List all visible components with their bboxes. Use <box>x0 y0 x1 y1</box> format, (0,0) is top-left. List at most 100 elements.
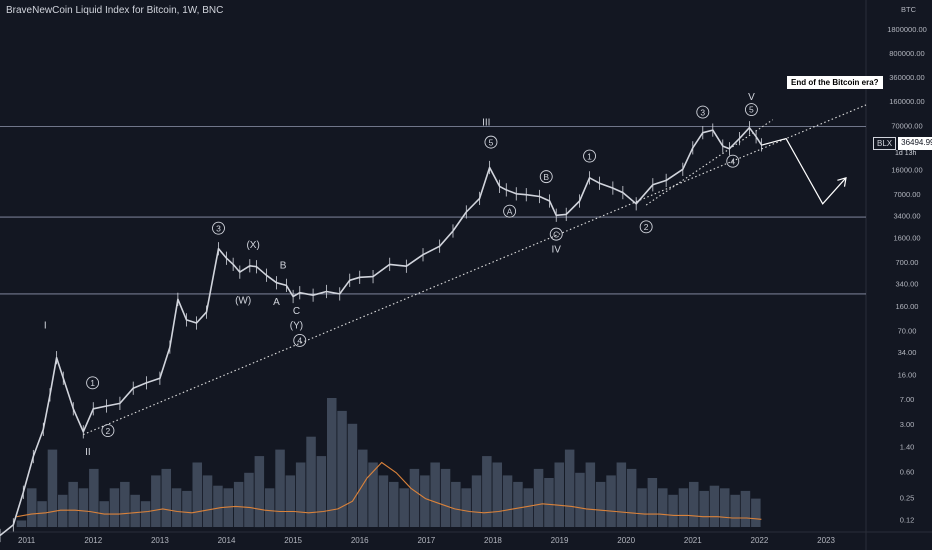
volume-bar <box>626 468 637 527</box>
projection-path <box>761 137 847 205</box>
volume-bar <box>637 488 647 527</box>
volume-bar <box>451 481 461 527</box>
volume-bar <box>295 462 306 527</box>
volume-bar <box>575 472 585 527</box>
x-tick-label: 2015 <box>284 536 302 545</box>
y-tick-label: 34.00 <box>898 348 917 357</box>
y-tick-label: 1.40 <box>900 443 915 452</box>
volume-bar <box>658 488 668 527</box>
y-tick-label: 700.00 <box>896 258 919 267</box>
volume-bar <box>554 462 564 527</box>
wave-label: IV <box>552 245 562 256</box>
volume-bar <box>647 478 658 527</box>
price-series-line <box>0 126 763 537</box>
volume-bar <box>668 494 678 528</box>
wave-label: 3 <box>700 107 705 117</box>
volume-bar <box>306 436 316 527</box>
y-tick-label: 70.00 <box>898 326 917 335</box>
volume-bar <box>482 456 492 528</box>
last-price-label: BLX 36494.99 <box>873 137 932 150</box>
wave-label: 4 <box>297 336 302 346</box>
y-tick-label: 0.12 <box>900 515 915 524</box>
wave-label: 3 <box>216 223 221 233</box>
x-tick-label: 2011 <box>18 536 36 545</box>
volume-bar <box>130 494 140 528</box>
wave-label: C <box>553 229 559 239</box>
volume-bar <box>358 449 368 527</box>
volume-bar <box>213 485 223 527</box>
volume-bar <box>564 449 575 527</box>
wave-label: 2 <box>644 222 649 232</box>
volume-bar <box>751 498 761 527</box>
volume-bar <box>409 468 420 527</box>
wave-label: 1 <box>90 378 95 388</box>
y-tick-label: 1600.00 <box>893 234 920 243</box>
y-tick-label: 3400.00 <box>893 211 920 220</box>
volume-bar <box>285 475 296 527</box>
wave-label-circle <box>484 135 498 149</box>
volume-bar <box>182 490 192 527</box>
volume-bar <box>523 488 533 527</box>
dotted-trendline <box>645 119 774 206</box>
wave-label: II <box>85 447 91 458</box>
volume-bar <box>120 481 130 527</box>
y-tick-label: 0.25 <box>900 494 915 503</box>
currency-label: BTC <box>901 5 916 14</box>
volume-ma-line <box>16 461 762 520</box>
x-tick-label: 2017 <box>417 536 435 545</box>
y-tick-label: 3.00 <box>900 420 915 429</box>
volume-bar <box>440 468 451 527</box>
wave-label: C <box>293 306 300 317</box>
volume-bar <box>47 449 58 527</box>
volume-bar <box>161 468 171 527</box>
wave-label-circle <box>549 227 563 241</box>
dotted-trendline <box>83 104 867 436</box>
y-tick-label: 1800000.00 <box>887 25 927 34</box>
wave-label: 5 <box>749 105 754 115</box>
volume-bar <box>544 478 554 527</box>
y-tick-label: 360000.00 <box>889 73 924 82</box>
volume-bar <box>389 481 399 527</box>
volume-bar <box>616 462 627 527</box>
wave-label: (W) <box>235 295 251 306</box>
wave-label: A <box>273 297 280 308</box>
volume-bar <box>192 462 202 527</box>
volume-bar <box>89 468 99 527</box>
volume-bar <box>461 488 471 527</box>
y-tick-label: 7.00 <box>900 395 915 404</box>
volume-bar <box>585 462 596 527</box>
volume-bar <box>689 481 699 527</box>
x-tick-label: 2021 <box>684 536 702 545</box>
volume-bar <box>151 475 161 527</box>
y-tick-label: 70000.00 <box>891 122 922 131</box>
bar-countdown: 1d 13h <box>895 150 917 157</box>
volume-bar <box>27 488 37 527</box>
volume-bar <box>730 494 740 528</box>
chart-title: BraveNewCoin Liquid Index for Bitcoin, 1… <box>6 5 224 16</box>
wave-label: (Y) <box>290 321 303 332</box>
x-tick-label: 2019 <box>551 536 569 545</box>
volume-bar <box>140 501 151 527</box>
x-tick-label: 2023 <box>817 536 835 545</box>
x-tick-label: 2016 <box>351 536 369 545</box>
volume-bar <box>471 475 482 527</box>
wave-label-circle <box>696 105 710 119</box>
volume-bar <box>420 475 430 527</box>
volume-bar <box>492 462 502 527</box>
y-tick-label: 16000.00 <box>891 165 922 174</box>
volume-bar <box>78 488 89 527</box>
volume-bar <box>368 462 378 527</box>
y-tick-label: 800000.00 <box>889 49 924 58</box>
wave-label-circle <box>293 334 307 347</box>
volume-bar <box>595 481 606 527</box>
volume-bar <box>740 490 751 527</box>
volume-bar <box>244 472 254 527</box>
y-tick-label: 0.60 <box>900 468 915 477</box>
wave-label: 2 <box>106 426 111 436</box>
y-tick-label: 340.00 <box>896 280 919 289</box>
y-tick-label: 16.00 <box>898 370 917 379</box>
wave-label: B <box>280 260 287 271</box>
volume-bar <box>378 475 389 527</box>
x-tick-label: 2018 <box>484 536 502 545</box>
